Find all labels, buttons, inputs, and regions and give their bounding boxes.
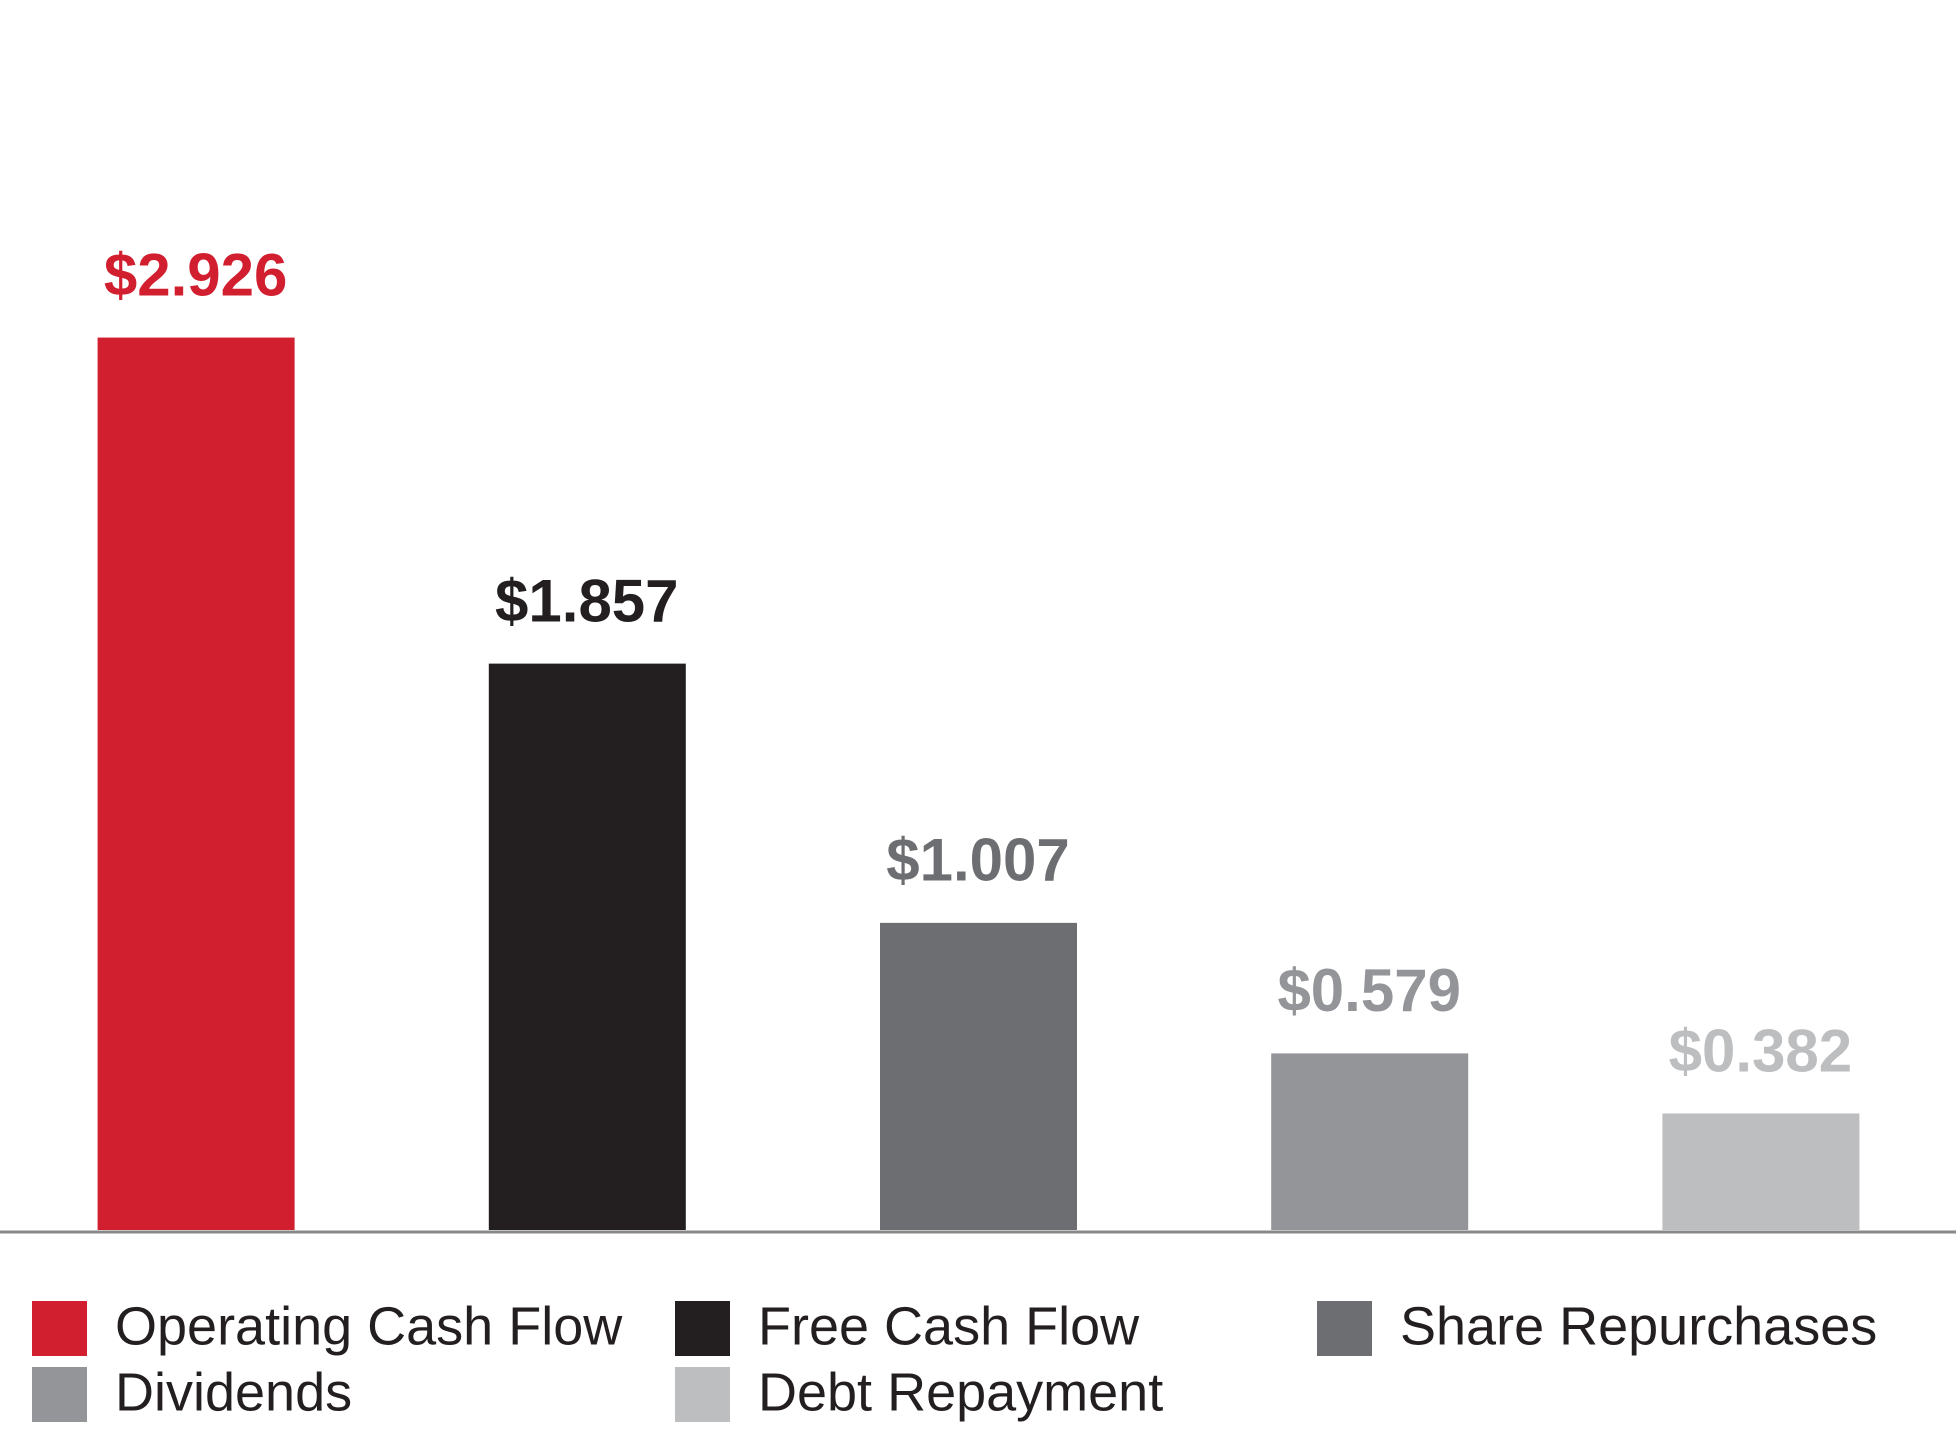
bar (97, 337, 295, 1230)
legend-swatch (32, 1301, 87, 1356)
legend-swatch (1317, 1301, 1372, 1356)
legend-swatch (32, 1367, 87, 1422)
value-label: $2.926 (104, 241, 288, 308)
legend-swatch (675, 1367, 730, 1422)
legend-label: Free Cash Flow (758, 1296, 1140, 1356)
legend-label: Share Repurchases (1400, 1296, 1877, 1356)
legend-label: Operating Cash Flow (115, 1296, 623, 1356)
legend-swatch (675, 1301, 730, 1356)
value-label: $0.579 (1277, 957, 1461, 1024)
bar (1271, 1053, 1469, 1230)
bar (1662, 1113, 1860, 1230)
bar (880, 922, 1077, 1230)
legend-label: Debt Repayment (758, 1362, 1163, 1422)
bar (488, 663, 686, 1230)
value-label: $0.382 (1669, 1017, 1853, 1084)
value-label: $1.007 (886, 827, 1070, 894)
value-label: $1.857 (495, 567, 679, 634)
legend-label: Dividends (115, 1362, 352, 1422)
